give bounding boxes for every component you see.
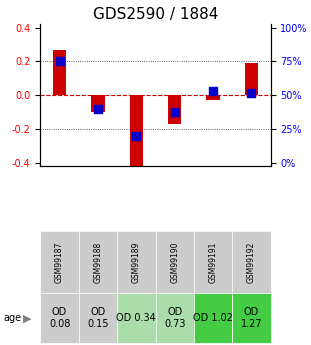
Title: GDS2590 / 1884: GDS2590 / 1884	[93, 7, 218, 22]
Bar	[53, 50, 66, 95]
Text: OD 0.34: OD 0.34	[116, 313, 156, 323]
Text: OD
0.08: OD 0.08	[49, 307, 70, 329]
Bar	[245, 63, 258, 95]
Text: GSM99189: GSM99189	[132, 241, 141, 283]
Bar	[130, 95, 143, 166]
Text: GSM99188: GSM99188	[94, 241, 102, 283]
Text: GSM99191: GSM99191	[209, 241, 217, 283]
Point	[249, 90, 254, 95]
Point	[134, 133, 139, 139]
Point	[57, 59, 62, 64]
Bar	[168, 95, 181, 124]
Text: age: age	[3, 313, 21, 323]
Text: OD
0.15: OD 0.15	[87, 307, 109, 329]
Bar	[206, 95, 220, 100]
Point	[211, 88, 216, 94]
Text: GSM99190: GSM99190	[170, 241, 179, 283]
Point	[95, 106, 100, 112]
Point	[172, 109, 177, 114]
Text: OD
1.27: OD 1.27	[241, 307, 262, 329]
Bar	[91, 95, 105, 112]
Text: OD
0.73: OD 0.73	[164, 307, 185, 329]
Text: OD 1.02: OD 1.02	[193, 313, 233, 323]
Text: GSM99192: GSM99192	[247, 241, 256, 283]
Text: GSM99187: GSM99187	[55, 241, 64, 283]
Text: ▶: ▶	[23, 313, 32, 323]
